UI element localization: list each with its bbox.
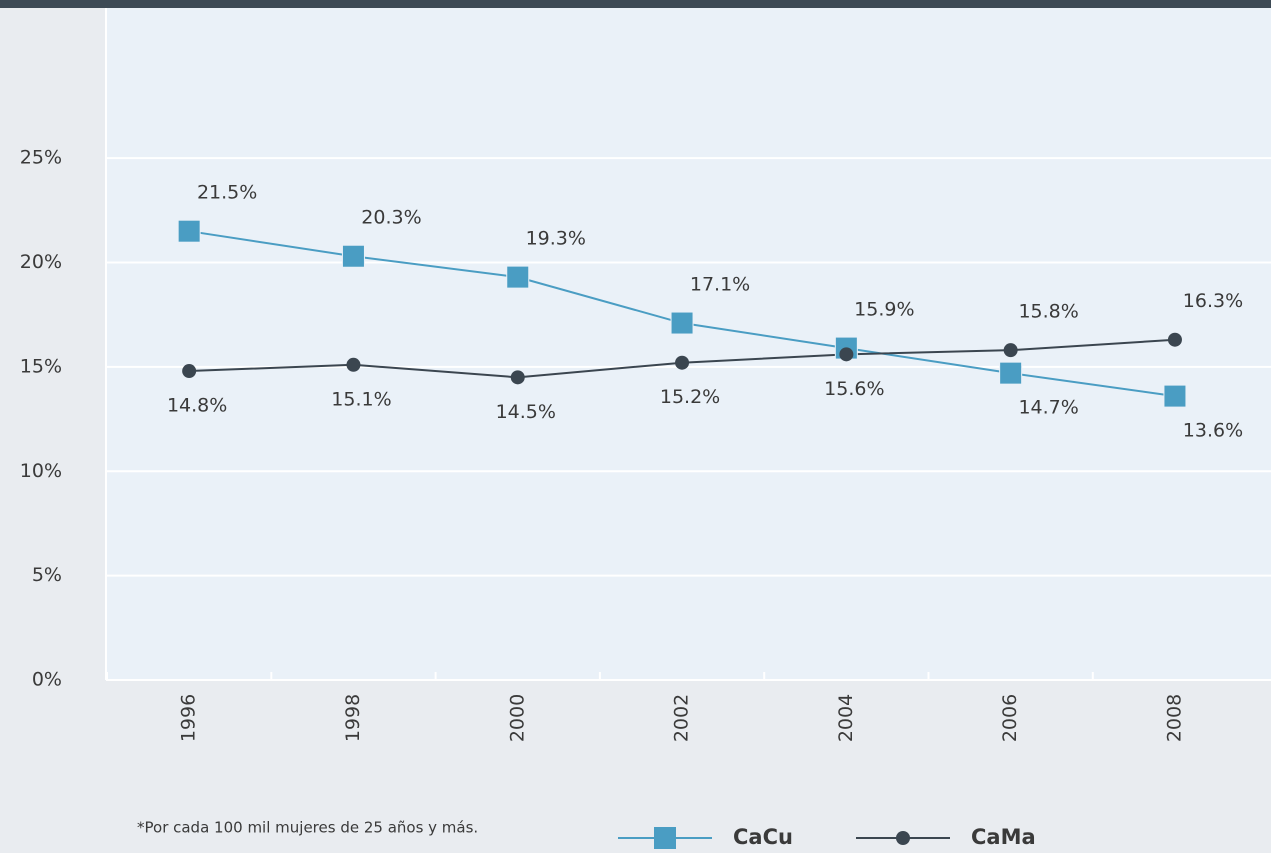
x-tick-label: 1998	[342, 694, 364, 742]
x-tick-label: 1996	[178, 694, 200, 742]
marker	[510, 370, 525, 385]
marker	[670, 311, 694, 335]
plot-area	[106, 8, 1271, 680]
marker	[999, 361, 1023, 385]
y-tick-label: 0%	[32, 669, 62, 691]
legend-marker	[654, 827, 676, 849]
y-tick-label: 5%	[32, 564, 62, 586]
y-tick-label: 15%	[20, 355, 62, 377]
data-label: 19.3%	[526, 228, 586, 250]
data-label: 15.6%	[824, 378, 884, 400]
marker	[177, 219, 201, 243]
footnote: *Por cada 100 mil mujeres de 25 años y m…	[137, 819, 478, 837]
marker	[341, 244, 365, 268]
x-tick-label: 2006	[999, 694, 1021, 742]
data-label: 15.1%	[331, 388, 391, 410]
legend-label: CaMa	[971, 825, 1036, 849]
legend-marker	[896, 831, 910, 845]
marker	[675, 355, 690, 370]
data-label: 14.8%	[167, 395, 227, 417]
marker	[346, 357, 361, 372]
y-tick-label: 10%	[20, 460, 62, 482]
marker	[506, 265, 530, 289]
data-label: 14.5%	[496, 401, 556, 423]
data-label: 15.8%	[1018, 301, 1078, 323]
top-bar	[0, 0, 1271, 8]
marker	[1167, 332, 1182, 347]
marker	[1003, 343, 1018, 358]
marker	[839, 347, 854, 362]
y-tick-label: 20%	[20, 251, 62, 273]
data-label: 15.9%	[854, 299, 914, 321]
data-label: 15.2%	[660, 386, 720, 408]
x-tick-label: 2008	[1163, 694, 1185, 742]
data-label: 14.7%	[1018, 397, 1078, 419]
data-label: 17.1%	[690, 274, 750, 296]
x-tick-label: 2004	[835, 694, 857, 742]
data-label: 16.3%	[1183, 290, 1243, 312]
marker	[1163, 384, 1187, 408]
data-label: 13.6%	[1183, 420, 1243, 442]
data-label: 21.5%	[197, 182, 257, 204]
data-label: 20.3%	[361, 207, 421, 229]
x-tick-label: 2002	[671, 694, 693, 742]
x-tick-label: 2000	[506, 694, 528, 742]
y-tick-label: 25%	[20, 147, 62, 169]
marker	[182, 364, 197, 379]
legend-label: CaCu	[733, 825, 793, 849]
